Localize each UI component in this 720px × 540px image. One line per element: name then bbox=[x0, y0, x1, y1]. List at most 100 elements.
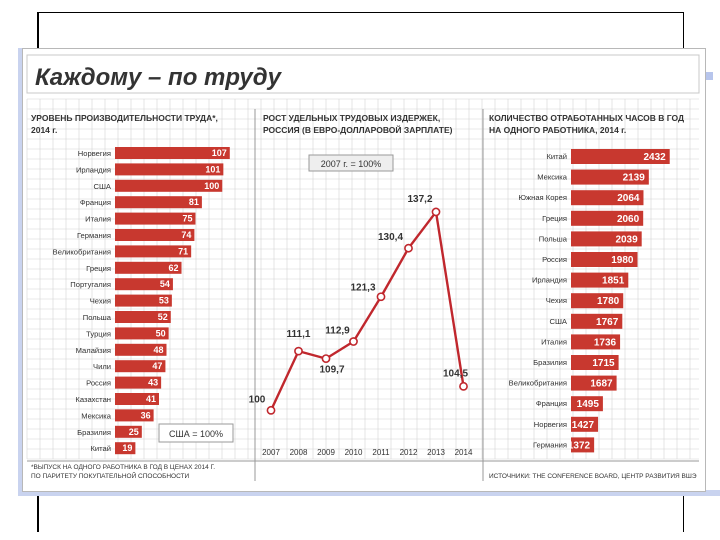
p2-point bbox=[266, 405, 276, 415]
p2-point bbox=[294, 346, 303, 356]
p1-category-label: Чили bbox=[93, 362, 111, 371]
p3-value-label: 2139 bbox=[623, 173, 646, 184]
p2-x-tick: 2011 bbox=[372, 448, 390, 457]
panel2-title-line2: РОССИЯ (В ЕВРО-ДОЛЛАРОВОЙ ЗАРПЛАТЕ) bbox=[263, 124, 453, 135]
panel1-title-line1: УРОВЕНЬ ПРОИЗВОДИТЕЛЬНОСТИ ТРУДА*, bbox=[31, 113, 218, 123]
productivity-chart: Норвегия 107 Ирландия 101 США 100 Франция 81 Ита… bbox=[53, 147, 230, 455]
usa-100-annotation: США = 100% bbox=[169, 429, 223, 439]
p1-bar bbox=[115, 393, 159, 405]
p1-category-label: Польша bbox=[83, 313, 112, 322]
p1-bar bbox=[115, 278, 173, 291]
p3-value-label: 1851 bbox=[602, 276, 625, 287]
p1-category-label: Малайзия bbox=[76, 346, 111, 355]
p1-value-label: 43 bbox=[148, 378, 158, 388]
p2-value-label: 104,5 bbox=[443, 368, 468, 379]
infographic-svg: Каждому – по труду УРОВЕНЬ ПРОИЗВОДИТЕЛЬ… bbox=[26, 54, 700, 481]
p3-category-label: Южная Корея bbox=[518, 193, 567, 202]
p1-bar bbox=[115, 425, 142, 438]
p1-value-label: 74 bbox=[181, 230, 191, 240]
p1-category-label: Казахстан bbox=[75, 395, 111, 404]
p1-bar bbox=[115, 442, 136, 455]
p1-category-label: Германия bbox=[77, 231, 111, 240]
p2-x-tick: 2012 bbox=[400, 448, 418, 457]
p1-value-label: 50 bbox=[156, 328, 166, 338]
p1-bar bbox=[115, 229, 195, 241]
p1-value-label: 47 bbox=[152, 361, 162, 371]
p3-value-label: 1715 bbox=[592, 358, 615, 369]
p1-bar bbox=[115, 360, 166, 373]
p3-category-label: Германия bbox=[533, 440, 567, 449]
p3-category-label: Польша bbox=[539, 234, 568, 243]
p3-category-label: США bbox=[549, 317, 567, 326]
p1-value-label: 62 bbox=[168, 263, 178, 273]
p3-bar bbox=[571, 149, 670, 164]
p3-value-label: 1427 bbox=[572, 420, 595, 431]
p3-bar bbox=[571, 190, 644, 206]
p2-x-tick: 2007 bbox=[262, 448, 280, 457]
slide-bullet-marker bbox=[705, 72, 713, 80]
p1-bar bbox=[115, 343, 167, 356]
p3-value-label: 2432 bbox=[643, 152, 666, 163]
infographic: Каждому – по труду УРОВЕНЬ ПРОИЗВОДИТЕЛЬ… bbox=[22, 48, 706, 492]
p1-bar bbox=[115, 327, 169, 340]
p1-bar bbox=[115, 196, 202, 209]
p3-category-label: Мексика bbox=[537, 173, 568, 182]
p3-category-label: Ирландия bbox=[532, 276, 567, 285]
p3-bar bbox=[571, 231, 642, 247]
p1-bar bbox=[115, 261, 182, 274]
p3-bar bbox=[571, 252, 638, 267]
p3-category-label: Франция bbox=[536, 399, 567, 408]
p2-x-tick: 2010 bbox=[345, 448, 363, 457]
p3-bar bbox=[571, 210, 644, 226]
p3-bar bbox=[571, 169, 649, 185]
p1-value-label: 75 bbox=[182, 214, 192, 224]
p1-bar bbox=[115, 376, 162, 389]
p2-value-label: 109,7 bbox=[319, 365, 344, 376]
p2-value-label: 130,4 bbox=[378, 232, 403, 243]
p3-bar bbox=[571, 437, 595, 453]
p3-value-label: 2039 bbox=[615, 234, 638, 245]
p3-bar bbox=[571, 416, 599, 432]
p2-value-label: 121,3 bbox=[350, 283, 375, 294]
p3-bar bbox=[571, 375, 617, 391]
p1-category-label: Мексика bbox=[81, 411, 112, 420]
p3-category-label: Великобритания bbox=[509, 379, 567, 388]
p1-value-label: 54 bbox=[160, 279, 170, 289]
p1-value-label: 101 bbox=[205, 164, 220, 174]
p1-value-label: 100 bbox=[204, 181, 219, 191]
p3-value-label: 1687 bbox=[590, 379, 613, 390]
p3-value-label: 2060 bbox=[617, 214, 640, 225]
p1-value-label: 107 bbox=[212, 148, 227, 158]
slide-frame-top-left bbox=[37, 12, 39, 52]
p3-bar bbox=[571, 272, 629, 288]
p1-bar bbox=[115, 212, 196, 225]
p1-value-label: 19 bbox=[122, 443, 132, 453]
panel1-title-line2: 2014 г. bbox=[31, 125, 57, 135]
p3-value-label: 1780 bbox=[597, 296, 620, 307]
p2-x-tick: 2014 bbox=[455, 448, 473, 457]
p2-series-line bbox=[269, 208, 465, 411]
slide-frame-bottom-left bbox=[37, 492, 39, 532]
p1-value-label: 71 bbox=[178, 246, 188, 256]
p3-category-label: Греция bbox=[542, 214, 567, 223]
p2-value-label: 100 bbox=[249, 394, 266, 405]
p1-value-label: 41 bbox=[146, 394, 156, 404]
p1-category-label: Италия bbox=[85, 215, 111, 224]
p1-bar bbox=[115, 311, 171, 323]
p1-category-label: Турция bbox=[86, 329, 111, 338]
base-year-box bbox=[308, 154, 394, 172]
p3-bar bbox=[571, 313, 623, 329]
p3-bar bbox=[571, 396, 603, 412]
p1-value-label: 81 bbox=[189, 197, 199, 207]
p1-bar bbox=[115, 245, 192, 258]
p1-category-label: Бразилия bbox=[77, 428, 111, 437]
p2-point bbox=[349, 337, 358, 346]
p3-value-label: 1767 bbox=[596, 317, 619, 328]
base-year-annotation: 2007 г. = 100% bbox=[321, 159, 381, 169]
p3-category-label: Норвегия bbox=[534, 420, 567, 429]
slide-frame-top-right bbox=[683, 12, 684, 52]
p1-value-label: 48 bbox=[153, 345, 163, 355]
p3-category-label: Китай bbox=[546, 152, 567, 161]
p2-point bbox=[404, 243, 413, 253]
page-title: Каждому – по труду bbox=[35, 64, 283, 91]
